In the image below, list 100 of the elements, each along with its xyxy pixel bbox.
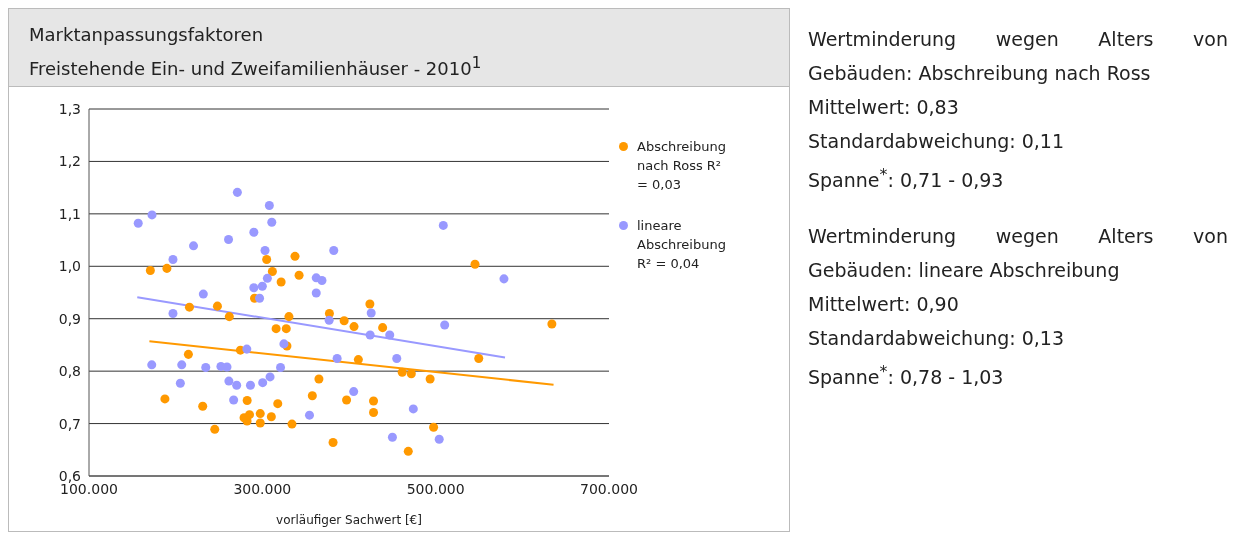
text: Spanne$^{*}$: 0,78 - 1,03: [808, 361, 1005, 391]
point: [147, 210, 157, 220]
point: [438, 220, 448, 230]
text: Wertminderung wegen Alters von Gebäuden: lineare Abschreibung: [808, 224, 1228, 284]
point: [385, 330, 395, 340]
point: [229, 395, 239, 405]
point: [349, 387, 359, 397]
point: [160, 394, 170, 404]
x-tick-label: 700.000: [580, 480, 638, 497]
point: [242, 344, 252, 354]
point: [249, 283, 259, 293]
x-tick-label: 500.000: [406, 480, 465, 497]
text: Mittelwert: 0,90: [808, 292, 960, 318]
point: [317, 275, 327, 285]
point: [365, 299, 375, 309]
point: [177, 360, 187, 370]
point: [210, 424, 220, 434]
point: [232, 380, 242, 390]
point: [242, 396, 252, 406]
point: [198, 401, 208, 411]
point: [189, 241, 199, 251]
point: [429, 422, 439, 432]
point: [267, 267, 277, 277]
point: [387, 432, 397, 442]
point: [342, 395, 352, 405]
point: [284, 312, 294, 322]
point: [168, 308, 178, 318]
point: [265, 372, 275, 382]
point: [222, 362, 232, 372]
text: Standardabweichung: 0,11: [808, 129, 1066, 154]
point: [147, 360, 157, 370]
legend-label: Abschreibung nach Ross R² = 0,03: [637, 138, 727, 194]
point: [273, 399, 283, 409]
point: [425, 374, 435, 384]
point: [307, 391, 317, 401]
point: [470, 259, 480, 269]
point: [249, 227, 259, 237]
point: [276, 362, 286, 372]
point: [499, 274, 509, 284]
point: [366, 308, 376, 318]
point: [369, 408, 379, 418]
point: [262, 273, 272, 283]
point: [168, 254, 178, 264]
point: [224, 312, 234, 322]
point: [329, 246, 339, 256]
chart-subtitle: Freistehende Ein- und Zweifamilienhäuser - 2010$^{1}$: [29, 53, 483, 81]
point: [474, 354, 484, 364]
point: [403, 446, 413, 456]
point: [378, 323, 388, 333]
point: [408, 404, 418, 414]
point: [349, 322, 359, 332]
point: [339, 316, 349, 326]
text: Standardabweichung: 0,13: [808, 326, 1066, 352]
legend-label: lineare Abschreibung R² = 0,04: [637, 217, 727, 273]
x-tick-label: 300.000: [233, 480, 292, 497]
point: [328, 437, 338, 447]
text: Mittelwert: 0,83: [808, 95, 960, 120]
point: [314, 374, 324, 384]
point: [304, 410, 314, 420]
chart-title: Marktanpassungsfaktoren: [29, 23, 265, 47]
y-tick-label: 1,2: [58, 153, 81, 170]
point: [255, 293, 265, 303]
point: [266, 412, 276, 422]
point: [264, 200, 274, 210]
point: [245, 380, 255, 390]
point: [175, 378, 185, 388]
point: [406, 369, 416, 379]
point: [267, 217, 277, 227]
point: [324, 315, 334, 325]
point: [311, 288, 321, 298]
point: [133, 218, 143, 228]
point: [255, 418, 265, 428]
point: [290, 251, 300, 261]
y-tick-label: 1,1: [58, 205, 81, 222]
point: [258, 378, 268, 388]
point: [183, 349, 193, 359]
point: [260, 246, 270, 256]
point: [255, 409, 265, 419]
point: [332, 354, 342, 364]
point: [369, 396, 379, 406]
point: [271, 324, 281, 334]
point: [547, 319, 557, 329]
point: [201, 362, 211, 372]
point: [145, 265, 155, 275]
point: [257, 281, 267, 291]
point: [276, 277, 286, 287]
y-tick-label: 1,3: [58, 100, 81, 117]
point: [392, 354, 402, 364]
y-tick-label: 0,9: [58, 310, 81, 327]
x-axis-title: vorläufiger Sachwert [€]: [276, 513, 422, 527]
point: [184, 302, 194, 312]
point: [224, 235, 234, 245]
y-tick-label: 0,8: [58, 363, 81, 380]
point: [198, 289, 208, 299]
point: [212, 301, 222, 311]
y-tick-label: 0,6: [58, 467, 82, 484]
point: [162, 263, 172, 273]
point: [434, 434, 444, 444]
point: [440, 320, 450, 330]
y-tick-label: 0,7: [58, 415, 81, 432]
